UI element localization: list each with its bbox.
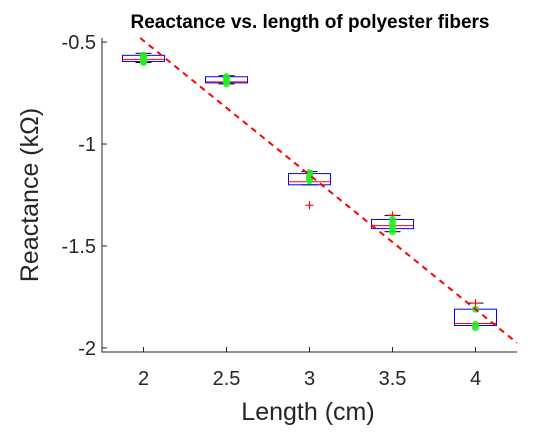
fit-line (139, 37, 518, 344)
x-tick-label-2: 3 (304, 368, 315, 390)
box-group (122, 52, 497, 326)
y-axis-label: Reactance (kΩ) (16, 108, 44, 282)
axis-lines (101, 38, 517, 353)
x-tick-label-1: 2.5 (213, 368, 241, 390)
data-point-19 (471, 323, 480, 332)
data-points-group (139, 51, 480, 332)
fit-line-group (139, 37, 518, 344)
data-point-4 (139, 58, 148, 67)
y-tick-label-2: -1.5 (62, 236, 96, 258)
chart-title: Reactance vs. length of polyester fibers (130, 12, 489, 33)
y-tick-label-1: -1 (78, 134, 96, 156)
data-point-8 (222, 80, 231, 88)
data-point-16 (388, 228, 397, 236)
x-tick-label-3: 3.5 (379, 368, 407, 390)
axes-group (101, 38, 517, 353)
x-tick-label-0: 2 (138, 368, 149, 390)
x-axis-label: Length (cm) (241, 398, 374, 426)
data-point-12 (305, 177, 314, 185)
x-tick-label-4: 4 (470, 368, 481, 390)
tick-labels-group: 2 2.5 3 3.5 4 -0.5 -1 -1.5 -2 (62, 32, 482, 390)
outlier-marker-0 (305, 201, 314, 210)
y-tick-label-3: -2 (78, 338, 96, 360)
y-tick-label-0: -0.5 (62, 32, 96, 54)
